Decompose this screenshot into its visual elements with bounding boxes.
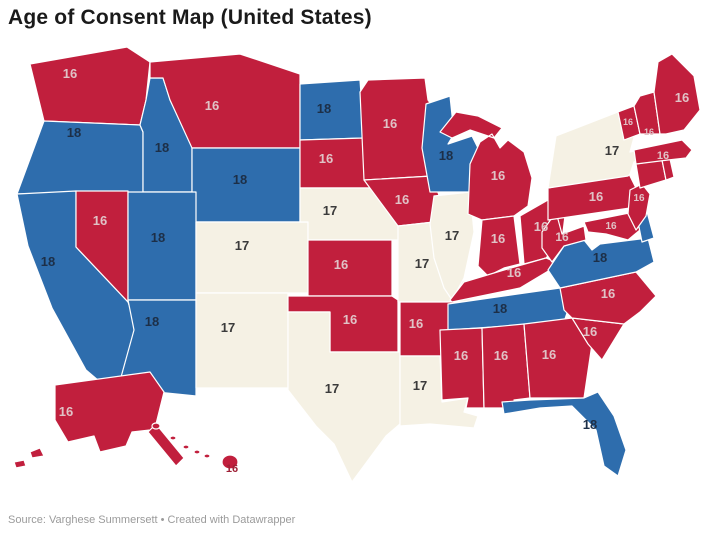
- state-wy[interactable]: Wyoming: 18: [191, 147, 301, 223]
- state-wi[interactable]: Wisconsin: 18: [421, 95, 479, 193]
- state-al[interactable]: Alabama: 16: [481, 323, 531, 409]
- state-ct[interactable]: Connecticut: 16: [635, 159, 667, 189]
- state-fl[interactable]: Florida: 18: [501, 391, 627, 477]
- state-or[interactable]: Oregon: 18: [16, 120, 144, 195]
- state-wv[interactable]: West Virginia: 16: [541, 211, 587, 263]
- state-wa[interactable]: Washington: 16: [29, 46, 151, 126]
- state-nd[interactable]: North Dakota: 18: [299, 79, 365, 141]
- state-me[interactable]: Maine: 16: [653, 53, 701, 135]
- state-ms[interactable]: Mississippi: 16: [439, 327, 485, 409]
- state-in[interactable]: Indiana: 16: [477, 215, 521, 277]
- state-hi[interactable]: Hawaii: 16: [151, 422, 239, 470]
- state-nc[interactable]: North Carolina: 16: [559, 271, 657, 325]
- state-ks[interactable]: Kansas: 16: [307, 239, 393, 297]
- state-tx[interactable]: Texas: 17: [287, 311, 401, 483]
- state-ga[interactable]: Georgia: 16: [523, 317, 593, 399]
- state-co[interactable]: Colorado: 17: [195, 221, 309, 294]
- state-ut[interactable]: Utah: 18: [127, 191, 197, 301]
- source-attribution: Source: Varghese Summersett • Created wi…: [8, 514, 296, 526]
- state-ma[interactable]: Massachusetts: 16: [633, 139, 693, 165]
- chart-title: Age of Consent Map (United States): [8, 6, 372, 29]
- state-ak[interactable]: Alaska: 16: [13, 371, 185, 469]
- state-nm[interactable]: New Mexico: 17: [195, 292, 289, 389]
